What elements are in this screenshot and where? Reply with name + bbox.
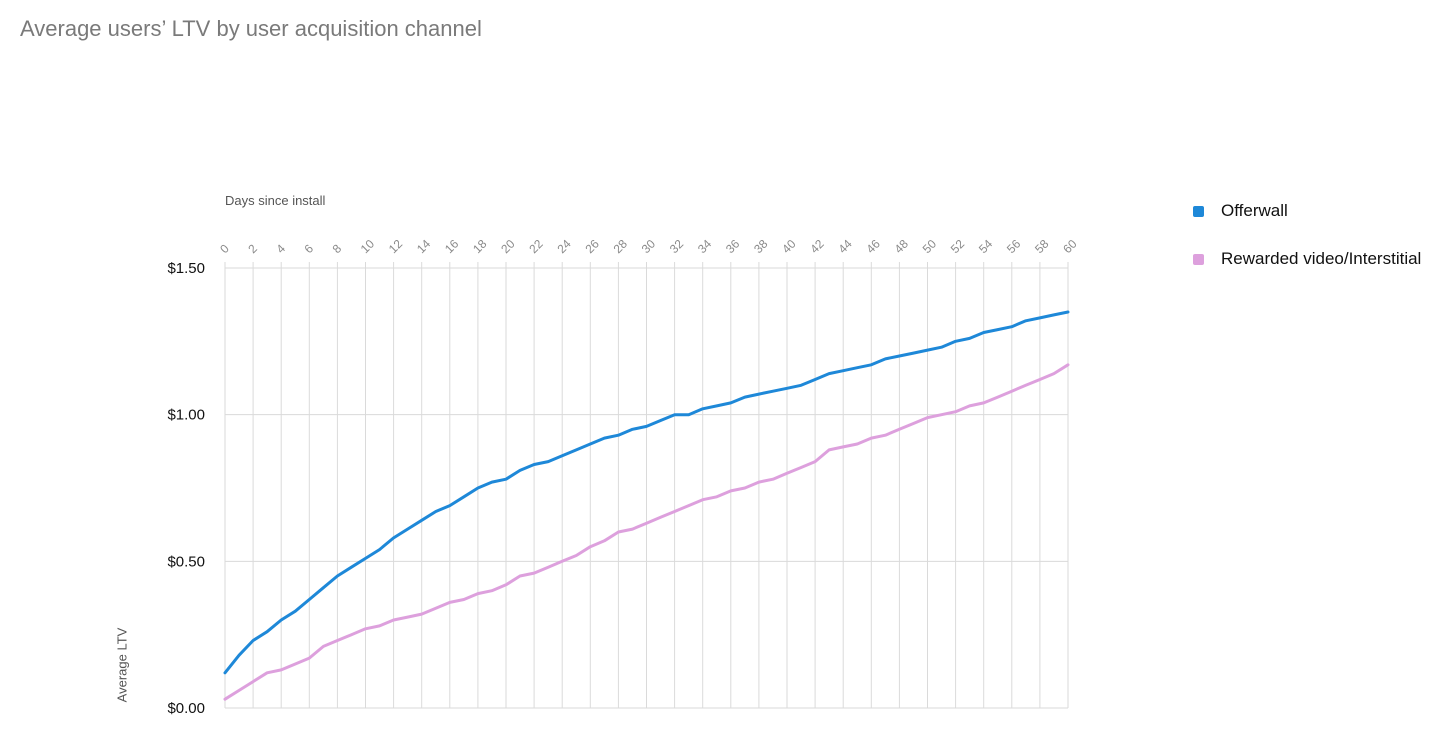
legend: Offerwall Rewarded video/Interstitial — [1193, 200, 1421, 296]
x-tick-label: 8 — [330, 241, 345, 256]
series-line-offerwall — [223, 310, 1070, 675]
x-tick-label: 32 — [667, 237, 687, 257]
y-tick-label: $0.00 — [167, 700, 205, 717]
y-tick-labels: $0.00 $0.50 $1.00 $1.50 — [167, 260, 205, 717]
x-tick-label: 60 — [1060, 237, 1080, 257]
x-tick-label: 56 — [1004, 237, 1024, 257]
x-tick-label: 6 — [302, 241, 317, 256]
y-tick-label: $1.00 — [167, 407, 205, 424]
legend-swatch-rewarded-video — [1193, 253, 1204, 265]
x-tick-label: 52 — [948, 237, 968, 257]
x-tick-label: 58 — [1032, 237, 1052, 257]
y-tick-label: $1.50 — [167, 260, 205, 277]
x-tick-label: 10 — [358, 237, 378, 257]
x-tick-label: 22 — [526, 237, 546, 257]
y-tick-label: $0.50 — [167, 553, 205, 570]
x-tick-label: 2 — [245, 241, 260, 256]
x-axis-label: Days since install — [225, 193, 326, 208]
x-tick-label: 36 — [723, 237, 743, 257]
chart-title: Average users’ LTV by user acquisition c… — [20, 16, 482, 41]
x-tick-label: 48 — [892, 237, 912, 257]
x-tick-label: 44 — [835, 237, 855, 257]
x-tick-label: 0 — [217, 241, 232, 256]
x-tick-label: 4 — [273, 241, 288, 256]
x-tick-label: 34 — [695, 237, 715, 257]
x-tick-label: 14 — [414, 237, 434, 257]
x-tick-label: 54 — [976, 237, 996, 257]
x-tick-label: 46 — [864, 237, 884, 257]
legend-item-offerwall[interactable]: Offerwall — [1193, 200, 1421, 222]
x-tick-label: 30 — [639, 237, 659, 257]
x-tick-label: 26 — [583, 237, 603, 257]
x-tick-label: 42 — [807, 237, 827, 257]
x-tick-label: 38 — [751, 237, 771, 257]
legend-swatch-offerwall — [1193, 205, 1204, 217]
series-line-rewarded-video — [223, 363, 1070, 701]
series-lines — [223, 310, 1070, 701]
x-tick-label: 16 — [442, 237, 462, 257]
y-axis-label: Average LTV — [114, 627, 130, 703]
x-tick-label: 12 — [386, 237, 406, 257]
x-tick-label: 20 — [498, 237, 518, 257]
x-tick-label: 50 — [920, 237, 940, 257]
x-tick-label: 24 — [554, 237, 574, 257]
x-tick-label: 40 — [779, 237, 799, 257]
x-tick-label: 18 — [470, 237, 490, 257]
x-tick-label: 28 — [611, 237, 631, 257]
legend-label-rewarded-video: Rewarded video/Interstitial — [1221, 249, 1422, 268]
grid-lines — [224, 262, 1069, 709]
legend-label-offerwall: Offerwall — [1221, 201, 1288, 220]
x-tick-labels: 0 2 4 6 8 10 12 14 16 18 20 22 24 26 28 30 32 34 36 38 40 42 4… — [217, 237, 1080, 257]
legend-item-rewarded-video[interactable]: Rewarded video/Interstitial — [1193, 248, 1421, 270]
